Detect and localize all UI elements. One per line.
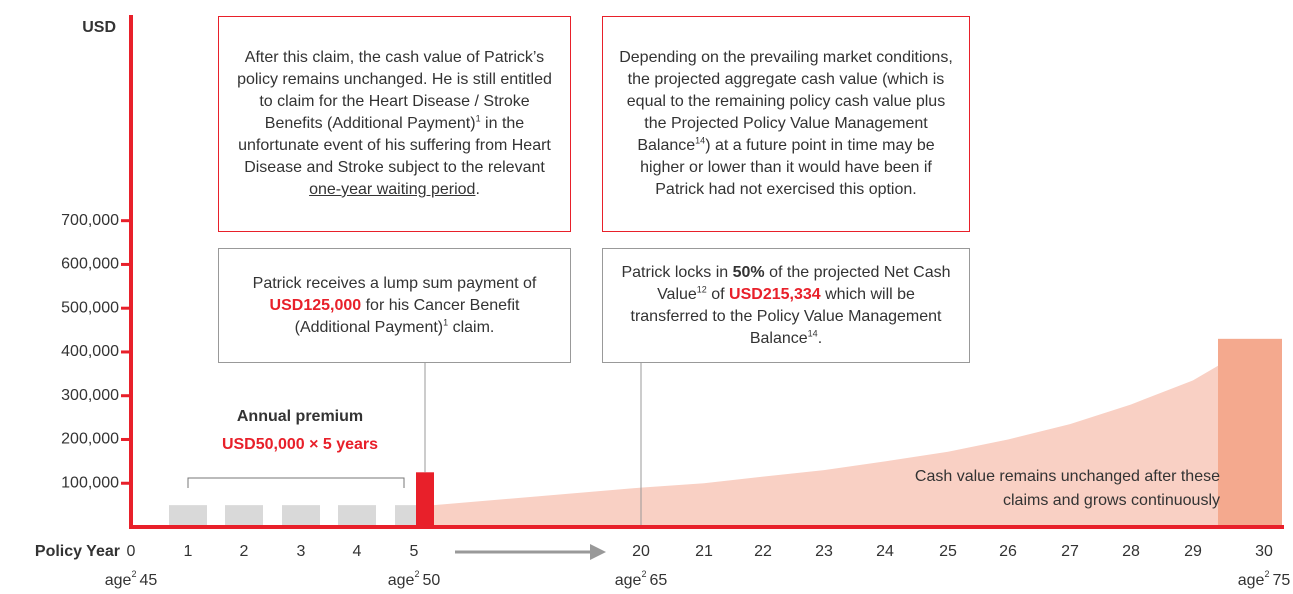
note-text: of the projected Net Cash Value <box>657 263 951 303</box>
x-tick-label: 21 <box>695 543 713 560</box>
premium-title: Annual premium <box>236 408 364 425</box>
note-link: one-year waiting period <box>309 181 476 198</box>
amount: USD125,000 <box>269 296 362 314</box>
x-axis-label: Policy Year <box>35 543 120 560</box>
footnote: 14 <box>695 135 706 146</box>
y-axis-label: USD <box>82 19 116 36</box>
footnote: 14 <box>807 328 818 339</box>
y-tick-label: 700,000 <box>61 212 119 229</box>
note-text: for his Cancer Benefit (Additional Payme… <box>294 296 520 336</box>
footnote: 12 <box>696 284 707 295</box>
x-tick-label: 20 <box>632 543 650 560</box>
age-age: 65 <box>649 572 667 589</box>
percent: 50% <box>732 263 765 281</box>
note-text: Patrick receives a lump sum payment of <box>252 274 537 292</box>
premium-bar <box>282 505 320 527</box>
age-age: 45 <box>139 572 157 589</box>
cash-note: Cash value remains unchanged after these… <box>914 468 1220 509</box>
x-tick-label: 29 <box>1184 543 1202 560</box>
y-tick-label: 200,000 <box>61 431 119 448</box>
age-prefix: age <box>1238 572 1265 589</box>
x-tick-label: 28 <box>1122 543 1140 560</box>
note-text: claim. <box>448 318 495 336</box>
bracket <box>187 477 405 488</box>
note-text: in the unfortunate event of his sufferin… <box>238 115 551 176</box>
note-text: . <box>817 329 823 347</box>
age-age: 50 <box>422 572 440 589</box>
arrow-head <box>590 544 606 560</box>
x-tick-label: 2 <box>240 543 249 560</box>
age-prefix: age <box>105 572 132 589</box>
note-box: After this claim, the cash value of Patr… <box>218 16 571 232</box>
note-text: which will be transferred to the Policy … <box>630 285 942 347</box>
age-sup: 2 <box>1264 569 1269 579</box>
premium-bar <box>169 505 207 527</box>
y-tick-label: 400,000 <box>61 343 119 360</box>
footnote: 1 <box>443 317 449 328</box>
x-tick-label: 5 <box>410 543 419 560</box>
age-label: age2 65 <box>615 569 668 589</box>
cash-value-area <box>434 338 1264 527</box>
age-sup: 2 <box>641 569 646 579</box>
x-tick-label: 24 <box>876 543 894 560</box>
x-tick-label: 4 <box>353 543 362 560</box>
event-box: Patrick locks in 50% of the projected Ne… <box>602 248 970 363</box>
age-label: age2 50 <box>388 569 441 589</box>
age-sup: 2 <box>414 569 419 579</box>
age-label: age2 75 <box>1238 569 1291 589</box>
age-age: 75 <box>1272 572 1290 589</box>
x-tick-label: 26 <box>999 543 1017 560</box>
x-tick-label: 3 <box>297 543 306 560</box>
event-box: Patrick receives a lump sum payment of U… <box>218 248 571 363</box>
cash-value-end <box>1218 338 1282 527</box>
note-box: Depending on the prevailing market condi… <box>602 16 970 232</box>
note-text: ) at a future point in time may be highe… <box>640 137 935 198</box>
x-tick-label: 27 <box>1061 543 1079 560</box>
note-text: Patrick locks in <box>621 263 733 281</box>
age-prefix: age <box>615 572 642 589</box>
note-text: Depending on the prevailing market condi… <box>619 49 953 154</box>
amount: USD215,334 <box>729 285 821 303</box>
claim-bar <box>416 472 434 527</box>
y-tick-label: 500,000 <box>61 299 119 316</box>
note-text: After this claim, the cash value of Patr… <box>237 49 552 132</box>
x-tick-label: 22 <box>754 543 772 560</box>
note-text: . <box>475 181 480 198</box>
premium-amount: USD50,000 × 5 years <box>221 436 379 453</box>
y-tick-label: 300,000 <box>61 387 119 404</box>
note-text: of <box>706 285 730 303</box>
age-sup: 2 <box>131 569 136 579</box>
y-tick-label: 100,000 <box>61 474 119 491</box>
x-tick-label: 25 <box>939 543 957 560</box>
y-tick-label: 600,000 <box>61 256 119 273</box>
x-tick-label: 23 <box>815 543 833 560</box>
x-tick-label: 1 <box>184 543 193 560</box>
x-tick-label: 0 <box>127 543 136 560</box>
footnote: 1 <box>475 113 481 124</box>
premium-bar <box>338 505 376 527</box>
premium-bar <box>225 505 263 527</box>
x-tick-label: 30 <box>1255 543 1273 560</box>
age-prefix: age <box>388 572 415 589</box>
age-label: age2 45 <box>105 569 158 589</box>
